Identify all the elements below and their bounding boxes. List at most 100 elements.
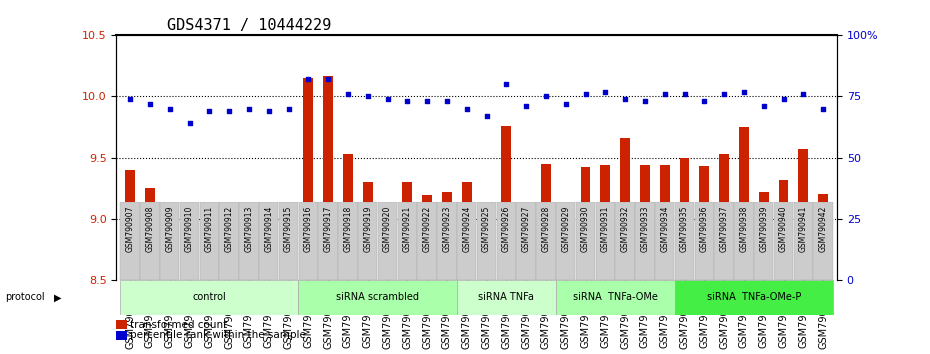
Point <box>796 91 811 97</box>
FancyBboxPatch shape <box>556 280 674 315</box>
FancyBboxPatch shape <box>318 202 338 280</box>
FancyBboxPatch shape <box>576 202 595 280</box>
Point <box>756 103 771 109</box>
Bar <box>126 170 135 354</box>
FancyBboxPatch shape <box>358 202 378 280</box>
Point <box>777 96 791 102</box>
Bar <box>680 158 689 354</box>
Point <box>242 106 257 112</box>
FancyBboxPatch shape <box>140 202 160 280</box>
Bar <box>482 220 491 354</box>
FancyBboxPatch shape <box>655 202 674 280</box>
FancyBboxPatch shape <box>675 202 694 280</box>
FancyBboxPatch shape <box>160 202 179 280</box>
FancyBboxPatch shape <box>695 202 714 280</box>
Bar <box>205 261 214 354</box>
Bar <box>798 149 808 354</box>
Text: transformed count: transformed count <box>130 320 228 330</box>
FancyBboxPatch shape <box>378 202 397 280</box>
FancyBboxPatch shape <box>793 202 813 280</box>
FancyBboxPatch shape <box>437 202 457 280</box>
Point <box>658 91 672 97</box>
Text: GSM790917: GSM790917 <box>324 206 333 252</box>
Text: GSM790909: GSM790909 <box>166 206 174 252</box>
FancyBboxPatch shape <box>595 202 615 280</box>
Bar <box>699 166 710 354</box>
Text: GSM790907: GSM790907 <box>126 206 135 252</box>
Bar <box>343 154 352 354</box>
FancyBboxPatch shape <box>418 202 437 280</box>
Bar <box>659 165 670 354</box>
Point <box>519 103 534 109</box>
Point <box>162 106 177 112</box>
Text: control: control <box>193 292 226 302</box>
FancyBboxPatch shape <box>537 202 555 280</box>
Point <box>598 89 613 95</box>
FancyBboxPatch shape <box>457 280 556 315</box>
Text: GSM790927: GSM790927 <box>522 206 531 252</box>
Point <box>578 91 593 97</box>
Text: GSM790923: GSM790923 <box>443 206 451 252</box>
Text: GSM790916: GSM790916 <box>304 206 312 252</box>
Text: GSM790929: GSM790929 <box>561 206 570 252</box>
Text: GSM790925: GSM790925 <box>482 206 491 252</box>
FancyBboxPatch shape <box>477 202 497 280</box>
Point <box>737 89 751 95</box>
Bar <box>778 179 789 354</box>
Point <box>340 91 355 97</box>
FancyBboxPatch shape <box>120 202 140 280</box>
Bar <box>244 214 254 354</box>
Text: siRNA scrambled: siRNA scrambled <box>336 292 419 302</box>
Bar <box>580 167 591 354</box>
FancyBboxPatch shape <box>457 202 476 280</box>
Text: GSM790941: GSM790941 <box>799 206 808 252</box>
Bar <box>640 165 650 354</box>
Text: siRNA  TNFa-OMe-P: siRNA TNFa-OMe-P <box>707 292 801 302</box>
Point <box>498 81 513 87</box>
Bar <box>462 182 472 354</box>
FancyBboxPatch shape <box>734 202 753 280</box>
Point <box>459 106 474 112</box>
Point <box>677 91 692 97</box>
Point <box>202 108 217 114</box>
FancyBboxPatch shape <box>774 202 793 280</box>
Text: GSM790918: GSM790918 <box>343 206 352 252</box>
Text: GSM790908: GSM790908 <box>145 206 154 252</box>
Point <box>558 101 573 107</box>
FancyBboxPatch shape <box>239 202 259 280</box>
FancyBboxPatch shape <box>556 202 576 280</box>
Text: GSM790926: GSM790926 <box>502 206 511 252</box>
Bar <box>264 268 273 354</box>
Point <box>261 108 276 114</box>
Text: GSM790937: GSM790937 <box>720 206 728 252</box>
Bar <box>224 279 234 354</box>
FancyBboxPatch shape <box>516 202 536 280</box>
FancyBboxPatch shape <box>299 202 318 280</box>
FancyBboxPatch shape <box>200 202 219 280</box>
FancyBboxPatch shape <box>714 202 734 280</box>
FancyBboxPatch shape <box>674 280 833 315</box>
Point <box>538 93 553 99</box>
Point <box>697 98 711 104</box>
FancyBboxPatch shape <box>398 202 417 280</box>
Bar <box>442 192 452 354</box>
FancyBboxPatch shape <box>279 202 299 280</box>
Text: GSM790919: GSM790919 <box>364 206 372 252</box>
Bar <box>184 279 194 354</box>
Text: GDS4371 / 10444229: GDS4371 / 10444229 <box>166 18 331 33</box>
Text: GSM790931: GSM790931 <box>601 206 610 252</box>
Text: GSM790938: GSM790938 <box>739 206 749 252</box>
Text: GSM790915: GSM790915 <box>284 206 293 252</box>
Bar <box>561 239 571 354</box>
Bar <box>521 231 531 354</box>
Text: GSM790928: GSM790928 <box>541 206 551 252</box>
Text: GSM790936: GSM790936 <box>700 206 709 252</box>
FancyBboxPatch shape <box>120 280 299 315</box>
Bar <box>323 76 333 354</box>
Bar <box>422 195 432 354</box>
Bar <box>501 126 512 354</box>
Bar <box>363 182 373 354</box>
Bar <box>165 221 175 354</box>
Bar <box>739 127 749 354</box>
Text: percentile rank within the sample: percentile rank within the sample <box>130 330 306 339</box>
